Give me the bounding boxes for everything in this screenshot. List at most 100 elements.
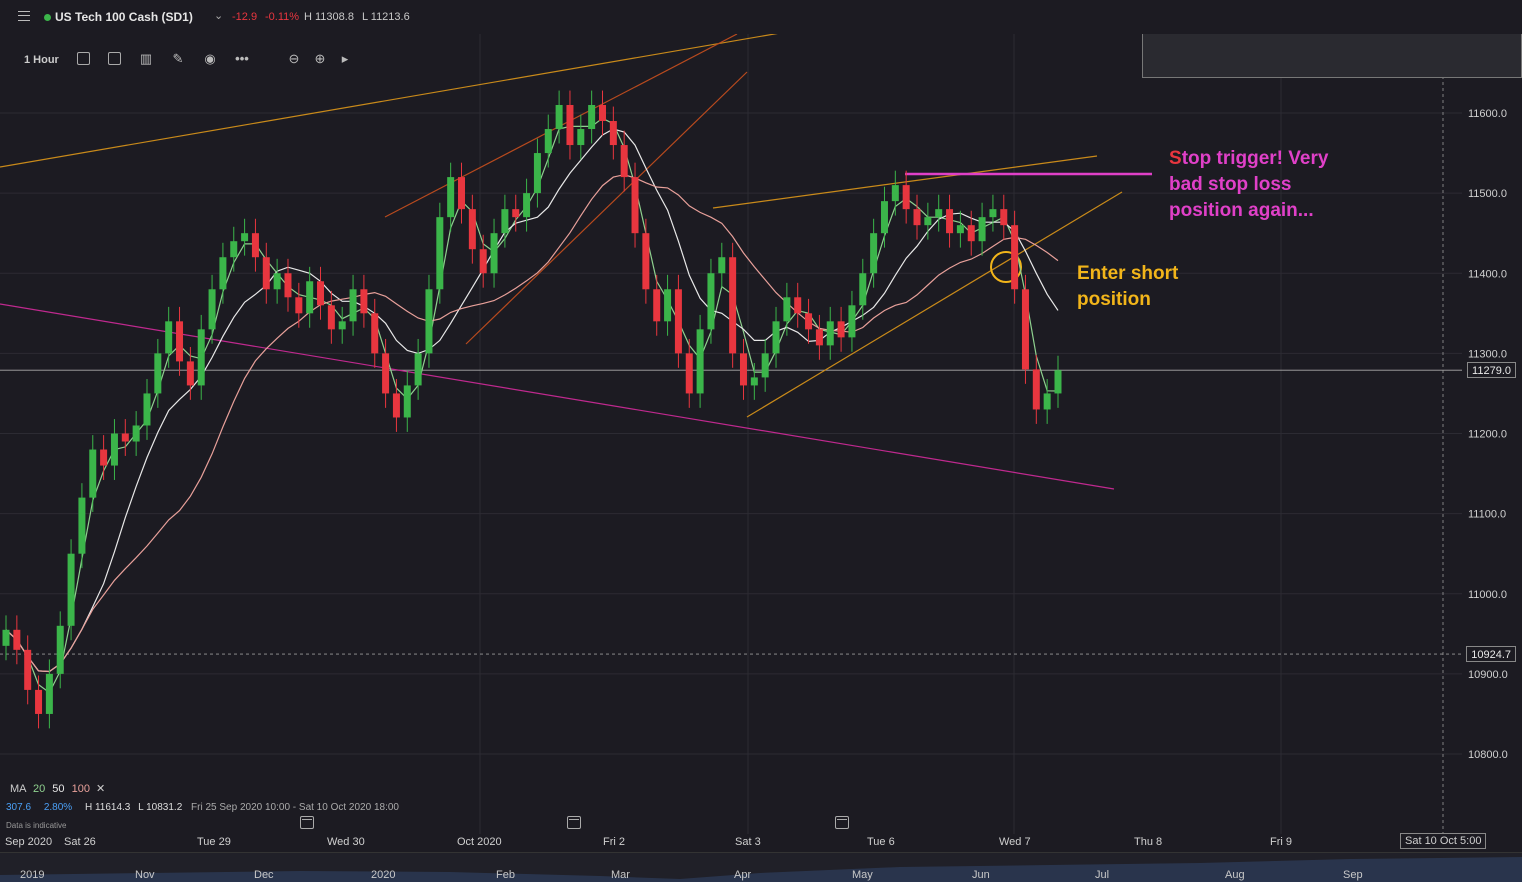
instrument-title[interactable]: US Tech 100 Cash (SD1) bbox=[55, 10, 193, 24]
price-label: 10800.0 bbox=[1468, 749, 1508, 761]
candle-body bbox=[544, 129, 552, 154]
price-change: -12.9 bbox=[232, 11, 258, 23]
candle-body bbox=[967, 225, 975, 242]
date-label: Tue 6 bbox=[867, 836, 895, 848]
candle-body bbox=[45, 673, 53, 714]
nav-label: Jun bbox=[972, 869, 990, 881]
candle-body bbox=[458, 177, 466, 210]
ma-100-line bbox=[5, 174, 1059, 673]
zoom-in-icon[interactable]: ⊕ bbox=[314, 51, 326, 66]
hamburger-menu-icon[interactable] bbox=[18, 11, 30, 21]
nav-label: Feb bbox=[496, 869, 515, 881]
current-price-tag: 11279.0 bbox=[1467, 362, 1516, 378]
price-label: 11100.0 bbox=[1468, 509, 1506, 521]
stats-row: 307.6 2.80% H 11614.3 L 10831.2 Fri 25 S… bbox=[6, 802, 399, 813]
candle-body bbox=[100, 449, 108, 466]
close-icon[interactable]: ✕ bbox=[96, 783, 106, 795]
candle-body bbox=[902, 185, 910, 210]
chart-type-icon[interactable] bbox=[77, 52, 90, 65]
timeframe-button[interactable]: 1 Hour bbox=[24, 54, 59, 66]
candle-body bbox=[848, 305, 856, 338]
date-label: Fri 9 bbox=[1270, 836, 1292, 848]
data-note: Data is indicative bbox=[6, 821, 67, 830]
stat-high: H 11614.3 bbox=[84, 802, 131, 813]
candle-body bbox=[230, 241, 238, 258]
candle-body bbox=[783, 297, 791, 322]
candle-body bbox=[870, 233, 878, 274]
visibility-icon[interactable]: ◉ bbox=[204, 51, 216, 66]
candle-body bbox=[176, 321, 184, 362]
stop-annotation-first-letter: S bbox=[1169, 148, 1182, 169]
chart-grid bbox=[0, 34, 1462, 834]
candle-body bbox=[1021, 289, 1029, 370]
template-icon[interactable] bbox=[108, 52, 121, 65]
candle-body bbox=[392, 393, 400, 418]
indicators-icon[interactable]: ▥ bbox=[139, 51, 153, 66]
candle-body bbox=[978, 217, 986, 242]
candle-body bbox=[1011, 225, 1019, 290]
candle-body bbox=[1000, 209, 1008, 226]
candle-body bbox=[859, 273, 867, 306]
candle-body bbox=[490, 233, 498, 274]
candle-body bbox=[772, 321, 780, 354]
calendar-icon[interactable] bbox=[567, 816, 581, 829]
candle-body bbox=[501, 209, 509, 234]
nav-label: Sep bbox=[1343, 869, 1363, 881]
candle-body bbox=[425, 289, 433, 354]
support-line bbox=[0, 303, 1115, 490]
calendar-icon[interactable] bbox=[835, 816, 849, 829]
ma-period-50[interactable]: 50 bbox=[52, 783, 65, 795]
candle-body bbox=[338, 321, 346, 330]
drawing-icon[interactable]: ✎ bbox=[172, 51, 184, 66]
date-label: Sat 26 bbox=[64, 836, 96, 848]
candle-body bbox=[165, 321, 173, 354]
candle-body bbox=[349, 289, 357, 322]
ma-label: MA bbox=[10, 783, 26, 795]
candle-body bbox=[935, 209, 943, 218]
info-panel bbox=[1142, 34, 1522, 78]
candle-body bbox=[577, 129, 585, 146]
candle-body bbox=[154, 353, 162, 394]
candle-body bbox=[24, 649, 32, 690]
zoom-out-icon[interactable]: ⊖ bbox=[288, 51, 300, 66]
candle-body bbox=[664, 289, 672, 322]
candle-body bbox=[880, 201, 888, 234]
top-bar: US Tech 100 Cash (SD1) ⌄ -12.9 -0.11% H … bbox=[0, 0, 1522, 34]
candle-body bbox=[208, 289, 216, 330]
candle-body bbox=[598, 104, 606, 122]
play-icon[interactable]: ▸ bbox=[341, 51, 349, 66]
candles bbox=[2, 90, 1062, 729]
candle-body bbox=[35, 689, 43, 714]
calendar-icon[interactable] bbox=[300, 816, 314, 829]
more-icon[interactable]: ••• bbox=[235, 51, 249, 66]
price-label: 11600.0 bbox=[1468, 108, 1507, 120]
candle-body bbox=[360, 289, 368, 314]
navigator[interactable] bbox=[0, 852, 1522, 882]
ma-50-line bbox=[5, 128, 1059, 673]
candle-body bbox=[197, 329, 205, 386]
date-label: Wed 7 bbox=[999, 836, 1031, 848]
ma-period-100[interactable]: 100 bbox=[71, 783, 90, 795]
ma-period-20[interactable]: 20 bbox=[32, 783, 46, 795]
candle-body bbox=[317, 281, 325, 306]
stat-percent: 2.80% bbox=[43, 802, 73, 813]
candle-body bbox=[479, 249, 487, 274]
session-low: L 11213.6 bbox=[362, 11, 410, 23]
candle-body bbox=[295, 297, 303, 314]
channel-line bbox=[465, 71, 748, 345]
candle-body bbox=[837, 321, 845, 338]
candle-body bbox=[89, 449, 97, 498]
date-label: Sep 2020 bbox=[5, 836, 53, 848]
nav-label: Dec bbox=[254, 869, 274, 881]
candle-body bbox=[219, 257, 227, 290]
candle-body bbox=[739, 353, 747, 386]
ma-20-line bbox=[5, 117, 1059, 694]
price-chart[interactable]: 11600.0 11500.0 11400.0 11300.0 11200.0 11100… bbox=[0, 34, 1522, 882]
price-label: 11300.0 bbox=[1468, 348, 1507, 360]
candle-body bbox=[327, 305, 335, 330]
candle-body bbox=[436, 217, 444, 290]
candle-body bbox=[620, 145, 628, 178]
candle-body bbox=[794, 297, 802, 314]
date-label: Sat 3 bbox=[735, 836, 761, 848]
chevron-down-icon[interactable]: ⌄ bbox=[214, 10, 224, 22]
